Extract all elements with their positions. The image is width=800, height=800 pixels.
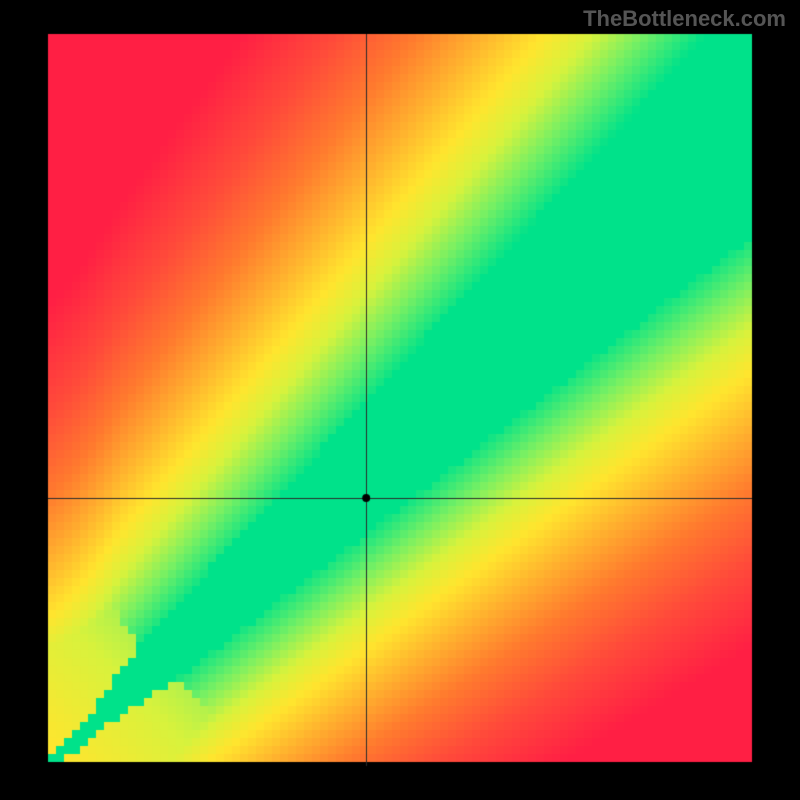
bottleneck-heatmap-canvas — [0, 0, 800, 800]
attribution-label: TheBottleneck.com — [583, 6, 786, 32]
chart-container: TheBottleneck.com — [0, 0, 800, 800]
